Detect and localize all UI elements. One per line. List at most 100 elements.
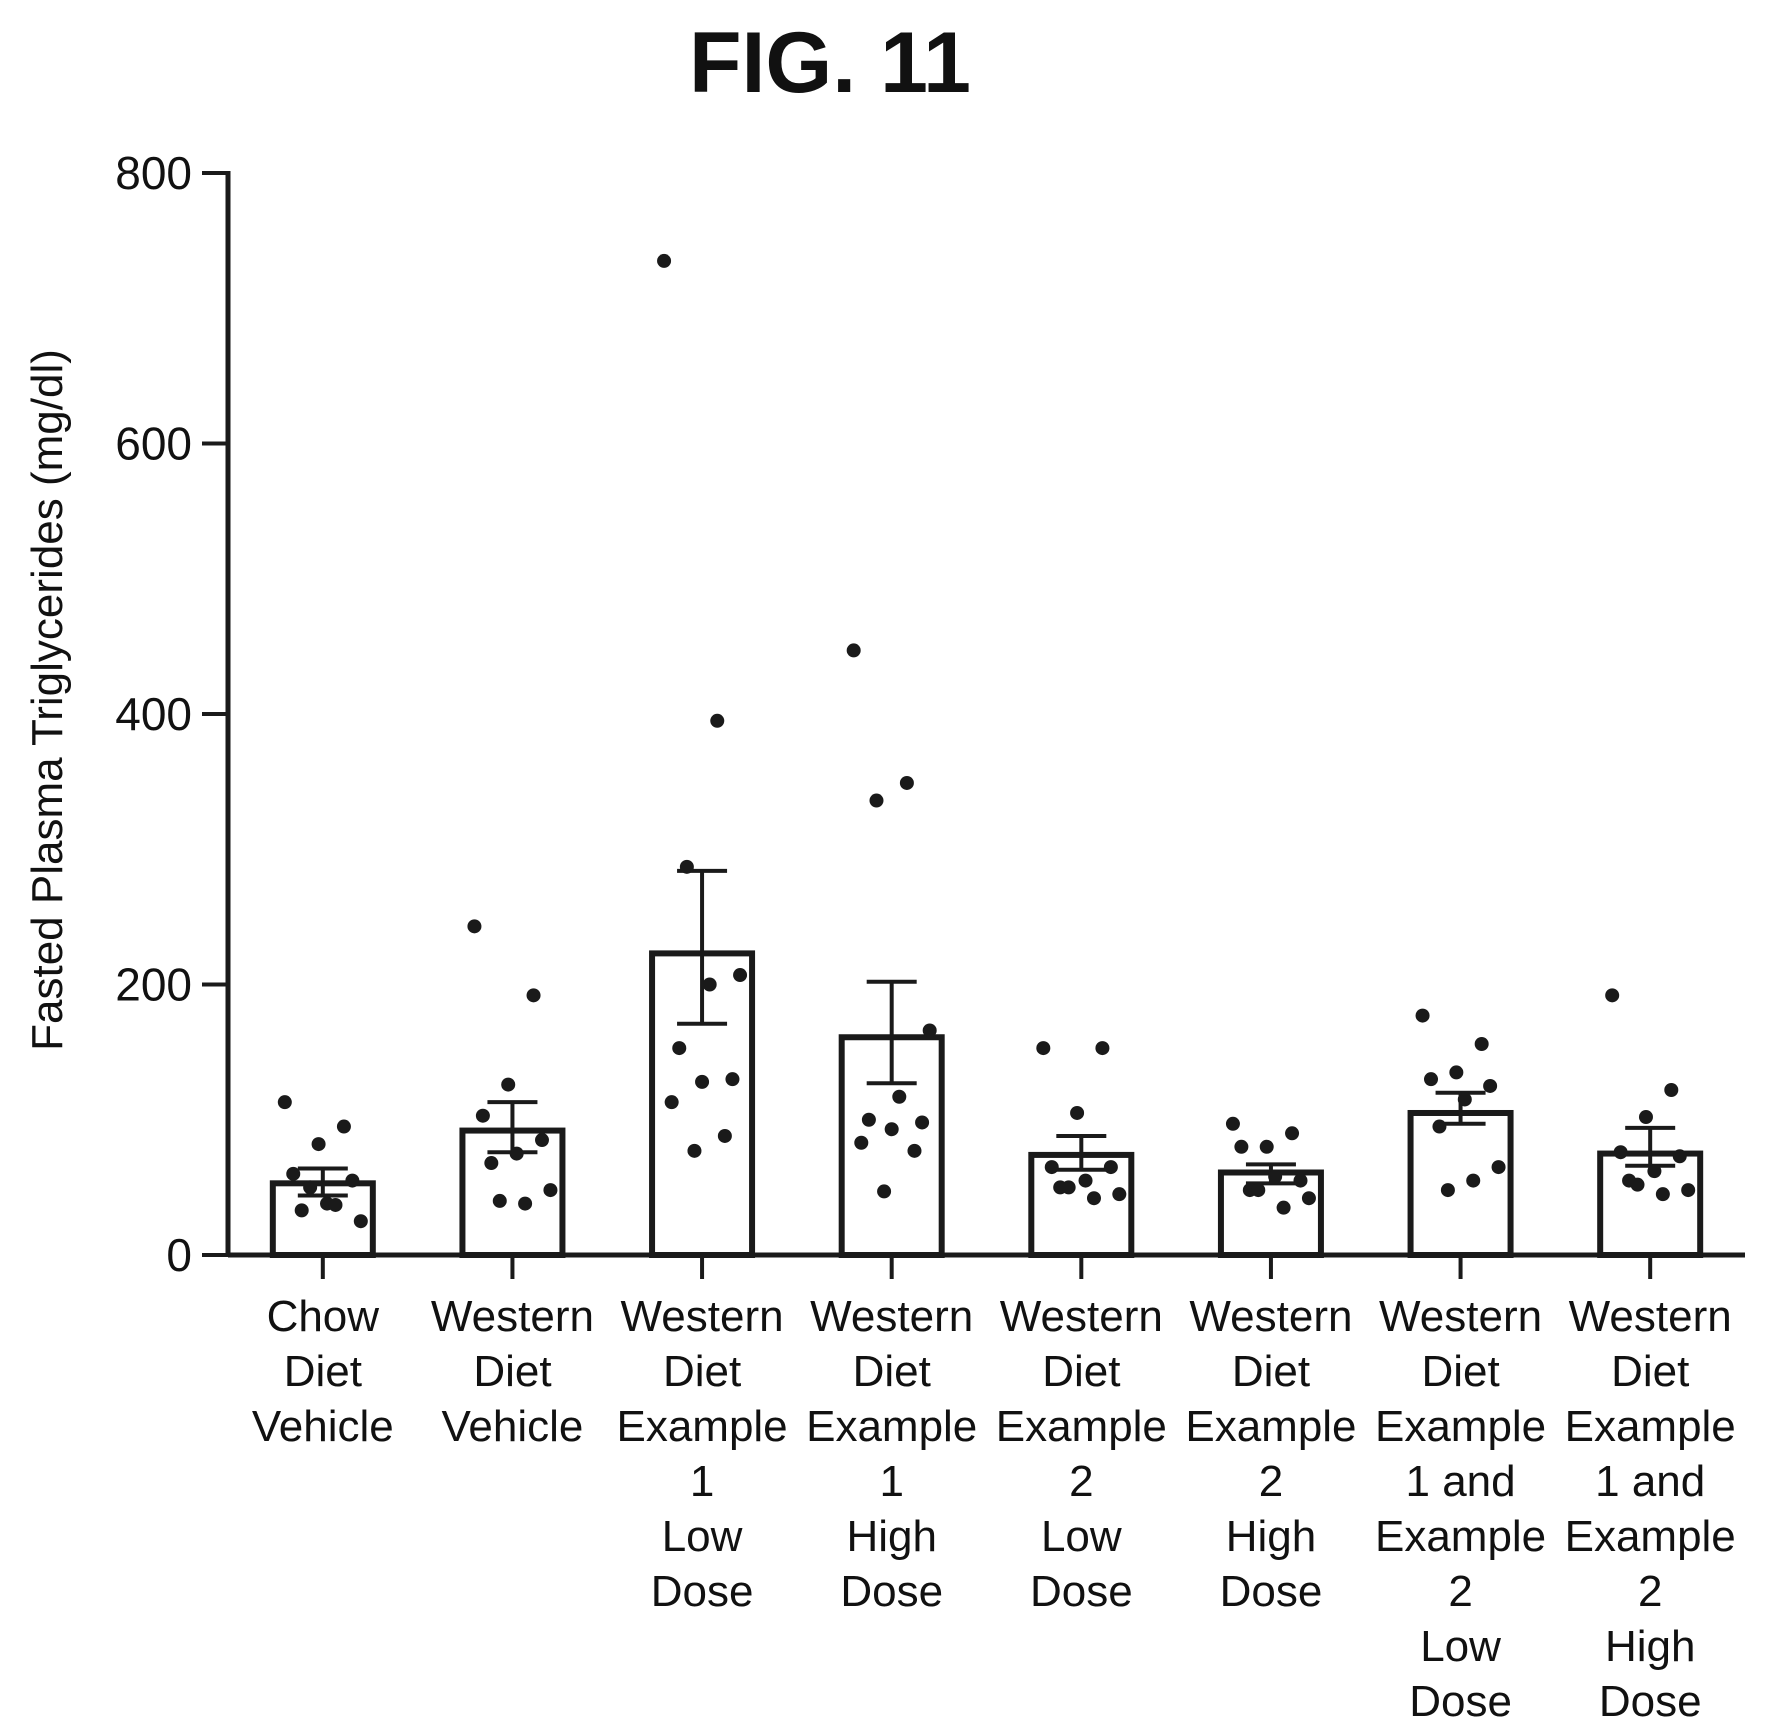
data-point <box>1457 1092 1472 1107</box>
data-point <box>884 1122 899 1137</box>
x-category-label-line: Diet <box>1611 1347 1689 1396</box>
y-axis-title: Fasted Plasma Triglycerides (mg/dl) <box>23 349 72 1051</box>
x-category-label: Western Diet Example 2 Low Dose <box>996 1292 1167 1616</box>
data-point <box>657 253 672 268</box>
x-category-label-line: Vehicle <box>252 1402 394 1451</box>
x-category-label-line: 1 <box>879 1457 903 1506</box>
data-point <box>1638 1110 1653 1125</box>
data-point <box>311 1137 326 1152</box>
x-category-label-line: Example <box>1375 1402 1546 1451</box>
x-category-label-line: Example <box>996 1402 1167 1451</box>
data-point <box>1672 1149 1687 1164</box>
data-point <box>1681 1183 1696 1198</box>
x-category-label-line: Chow <box>267 1292 380 1341</box>
data-point <box>1491 1160 1506 1175</box>
data-point <box>899 775 914 790</box>
data-point <box>303 1180 318 1195</box>
x-category-label-line: 2 <box>1448 1567 1472 1616</box>
data-points <box>277 253 1696 1229</box>
x-category-label-line: 2 <box>1638 1567 1662 1616</box>
x-category-label-line: Example <box>806 1402 977 1451</box>
data-point <box>509 1146 524 1161</box>
data-point <box>467 919 482 934</box>
x-category-label-line: Dose <box>1220 1567 1323 1616</box>
data-point <box>1293 1173 1308 1188</box>
data-point <box>664 1095 679 1110</box>
x-category-label-line: Western <box>1569 1292 1732 1341</box>
x-category-label-line: Western <box>621 1292 784 1341</box>
data-point <box>1424 1072 1439 1087</box>
data-point <box>484 1156 499 1171</box>
x-category-label-line: Diet <box>1421 1347 1499 1396</box>
data-point <box>846 643 861 658</box>
data-point <box>1086 1191 1101 1206</box>
data-point <box>710 713 725 728</box>
x-category-label-line: Diet <box>853 1347 931 1396</box>
data-point <box>1301 1191 1316 1206</box>
data-point <box>1664 1082 1679 1097</box>
y-tick-label: 200 <box>115 959 192 1011</box>
data-point <box>1605 988 1620 1003</box>
data-point <box>1474 1037 1489 1052</box>
y-tick-label: 0 <box>166 1229 192 1281</box>
data-point <box>518 1196 533 1211</box>
x-category-label-line: Western <box>1189 1292 1352 1341</box>
data-point <box>1655 1187 1670 1202</box>
data-point <box>717 1128 732 1143</box>
data-point <box>534 1133 549 1148</box>
data-point <box>1268 1169 1283 1184</box>
x-category-label-line: Low <box>1420 1622 1501 1671</box>
x-category-label-line: Diet <box>663 1347 741 1396</box>
data-point <box>1440 1183 1455 1198</box>
figure-title: FIG. 11 <box>688 15 972 111</box>
x-category-label-line: Example <box>1185 1402 1356 1451</box>
x-category-label: Western Diet Example 2 High Dose <box>1185 1292 1356 1616</box>
x-category-label-line: Dose <box>651 1567 754 1616</box>
data-point <box>922 1023 937 1038</box>
x-category-label-line: Low <box>662 1512 743 1561</box>
x-category-label-line: Dose <box>1409 1677 1512 1726</box>
x-category-label-line: 1 and <box>1595 1457 1705 1506</box>
data-point <box>733 968 748 983</box>
x-category-label-line: Dose <box>1599 1677 1702 1726</box>
data-point <box>1095 1041 1110 1056</box>
data-point <box>526 988 541 1003</box>
data-point <box>294 1203 309 1218</box>
data-point <box>695 1074 710 1089</box>
data-point <box>492 1193 507 1208</box>
data-point <box>1251 1183 1266 1198</box>
x-category-label-line: Example <box>1565 1512 1736 1561</box>
x-category-label-line: Dose <box>1030 1567 1133 1616</box>
data-point <box>907 1143 922 1158</box>
data-point <box>328 1197 343 1212</box>
data-point <box>336 1119 351 1134</box>
x-category-label: Western Diet Example 1 and Example 2 Low Dose <box>1375 1292 1546 1726</box>
x-category-label-line: Diet <box>1232 1347 1310 1396</box>
data-point <box>1483 1078 1498 1093</box>
y-tick-label: 400 <box>115 688 192 740</box>
x-category-label-line: Low <box>1041 1512 1122 1561</box>
bar <box>1407 1109 1514 1259</box>
x-category-label-line: Vehicle <box>441 1402 583 1451</box>
x-category-label-line: 1 <box>690 1457 714 1506</box>
data-point <box>1103 1160 1118 1175</box>
x-category-label: Western Diet Example 1 Low Dose <box>616 1292 787 1616</box>
data-point <box>1449 1065 1464 1080</box>
data-point <box>877 1184 892 1199</box>
data-point <box>892 1089 907 1104</box>
x-category-label-line: Western <box>431 1292 594 1341</box>
data-point <box>543 1183 558 1198</box>
x-category-label: Western Diet Vehicle <box>431 1292 594 1451</box>
y-tick-label: 800 <box>115 147 192 199</box>
data-point <box>869 793 884 808</box>
data-point <box>702 977 717 992</box>
x-category-label-line: High <box>1226 1512 1317 1561</box>
data-point <box>1112 1187 1127 1202</box>
x-category-label-line: Example <box>1565 1402 1736 1451</box>
data-point <box>1078 1173 1093 1188</box>
y-axis: 0 200 400 600 800 <box>115 147 231 1281</box>
bars <box>269 950 1704 1259</box>
x-category-label-line: Diet <box>1042 1347 1120 1396</box>
data-point <box>861 1112 876 1127</box>
